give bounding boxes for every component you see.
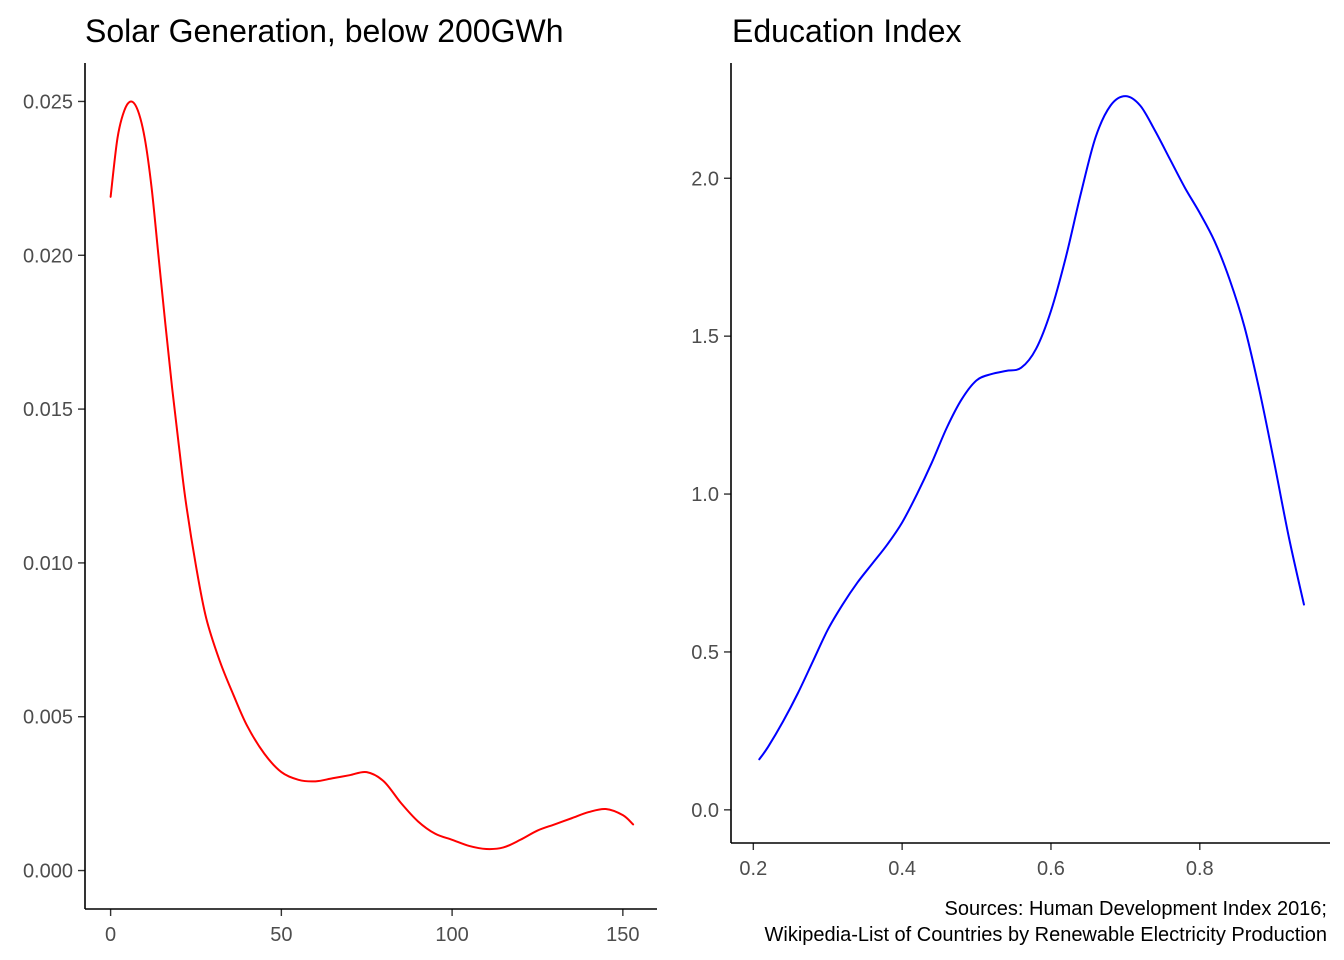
solar-y-tick-label: 0.005 bbox=[23, 707, 73, 729]
education-x-tick-label: 0.4 bbox=[888, 858, 916, 880]
solar-y-tick-label: 0.010 bbox=[23, 553, 73, 575]
solar-generation-panel: Solar Generation, below 200GWh 0.0000.00… bbox=[23, 13, 657, 946]
education-y-tick-label: 0.5 bbox=[691, 642, 719, 664]
education-x-tick-label: 0.6 bbox=[1037, 858, 1065, 880]
caption-sources: Sources: Human Development Index 2016; bbox=[945, 898, 1327, 920]
education-y-tick-label: 2.0 bbox=[691, 168, 719, 190]
solar-y-tick-label: 0.025 bbox=[23, 91, 73, 113]
solar-x-tick-label: 0 bbox=[105, 924, 116, 946]
solar-ticks: 0.000 0.005 0.010 0.015 0.020 0.025 0 50 100 150 bbox=[23, 91, 640, 946]
solar-x-tick-label: 50 bbox=[270, 924, 292, 946]
caption-wikipedia: Wikipedia-List of Countries by Renewable… bbox=[765, 924, 1327, 946]
education-density-curve bbox=[758, 95, 1305, 761]
solar-y-tick-label: 0.000 bbox=[23, 861, 73, 883]
education-y-tick-label: 1.0 bbox=[691, 484, 719, 506]
education-x-tick-label: 0.2 bbox=[739, 858, 767, 880]
solar-y-tick-label: 0.015 bbox=[23, 399, 73, 421]
solar-generation-title: Solar Generation, below 200GWh bbox=[85, 13, 563, 49]
solar-density-curve bbox=[109, 100, 635, 851]
solar-x-tick-label: 100 bbox=[435, 924, 468, 946]
solar-y-tick-label: 0.020 bbox=[23, 245, 73, 267]
education-y-tick-label: 0.0 bbox=[691, 800, 719, 822]
solar-x-tick-label: 150 bbox=[606, 924, 639, 946]
education-x-tick-label: 0.8 bbox=[1186, 858, 1214, 880]
education-index-panel: Education Index 0.0 0.5 1.0 1.5 2.0 0.2 0.4 0.6… bbox=[691, 13, 1330, 880]
education-y-tick-label: 1.5 bbox=[691, 326, 719, 348]
education-ticks: 0.0 0.5 1.0 1.5 2.0 0.2 0.4 0.6 0.8 bbox=[691, 168, 1214, 880]
education-index-title: Education Index bbox=[732, 13, 962, 49]
